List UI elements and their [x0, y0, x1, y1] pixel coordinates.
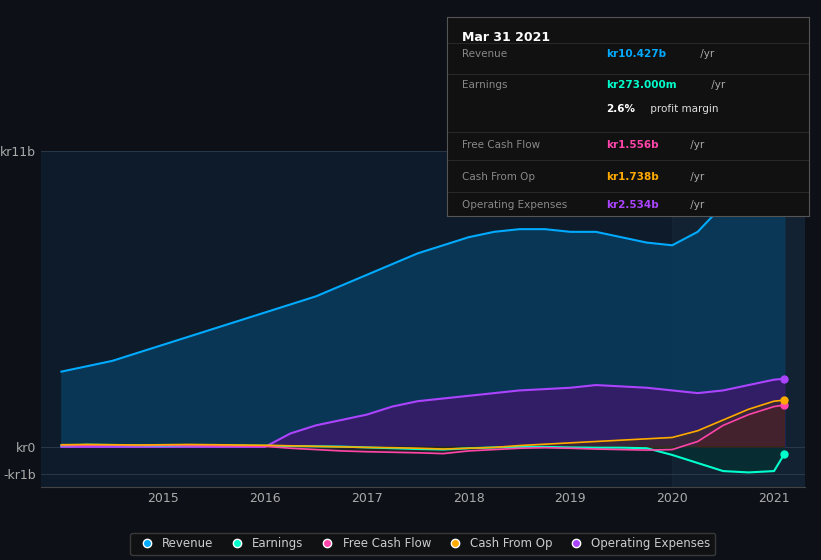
Text: Operating Expenses: Operating Expenses [462, 200, 567, 209]
Text: kr1.556b: kr1.556b [607, 140, 659, 150]
Text: 2.6%: 2.6% [607, 104, 635, 114]
Text: Mar 31 2021: Mar 31 2021 [462, 31, 550, 44]
Text: /yr: /yr [687, 200, 704, 209]
Text: /yr: /yr [687, 172, 704, 182]
Text: Earnings: Earnings [462, 81, 507, 90]
Text: /yr: /yr [708, 81, 725, 90]
Text: /yr: /yr [697, 49, 714, 59]
Text: kr273.000m: kr273.000m [607, 81, 677, 90]
Text: profit margin: profit margin [647, 104, 718, 114]
Text: Cash From Op: Cash From Op [462, 172, 535, 182]
Text: kr10.427b: kr10.427b [607, 49, 667, 59]
Text: Revenue: Revenue [462, 49, 507, 59]
Text: /yr: /yr [687, 140, 704, 150]
Text: Free Cash Flow: Free Cash Flow [462, 140, 540, 150]
Legend: Revenue, Earnings, Free Cash Flow, Cash From Op, Operating Expenses: Revenue, Earnings, Free Cash Flow, Cash … [131, 533, 715, 555]
Bar [672, 151, 805, 487]
Text: kr1.738b: kr1.738b [607, 172, 659, 182]
Text: kr2.534b: kr2.534b [607, 200, 659, 209]
